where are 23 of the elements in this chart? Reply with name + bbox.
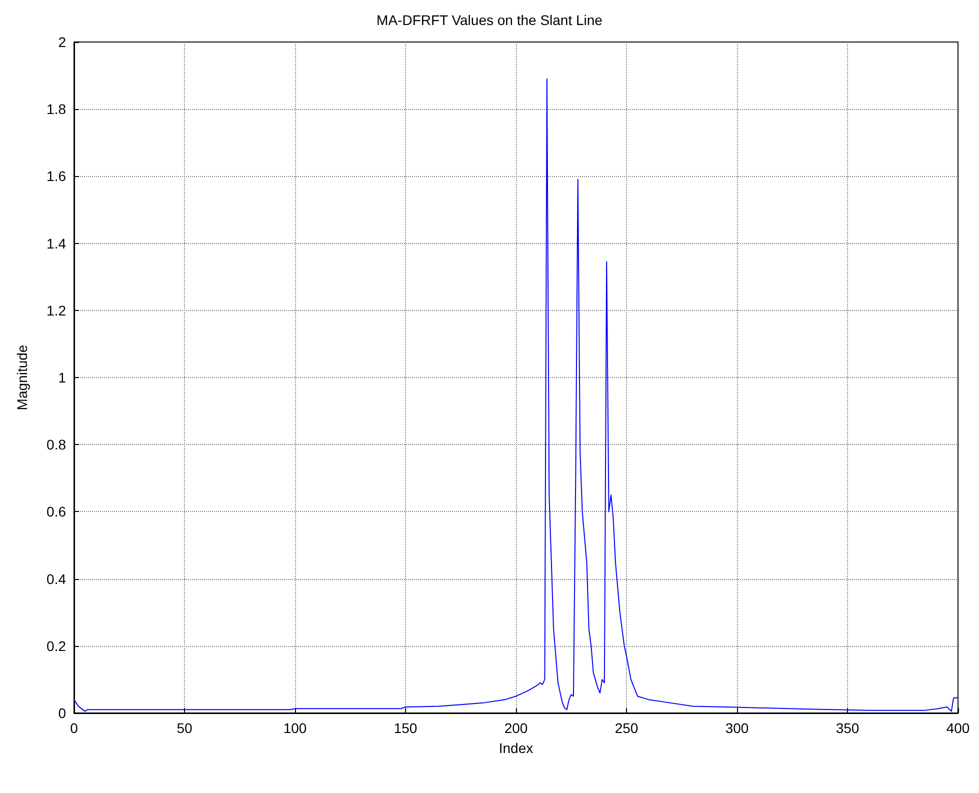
y-tick-label: 1.4 (46, 235, 66, 252)
x-tick-label: 150 (394, 720, 418, 736)
y-tick-label: 2 (58, 34, 66, 50)
y-tick-label: 0.6 (46, 504, 66, 520)
y-tick-label: 1 (58, 370, 66, 386)
y-tick-label: 1.2 (46, 302, 66, 318)
x-tick-label: 100 (283, 720, 307, 736)
x-tick-label: 250 (614, 720, 638, 736)
x-axis-title: Index (498, 740, 534, 756)
y-tick-label: 0.2 (46, 638, 66, 654)
y-tick-label: 0 (58, 705, 66, 721)
x-tick-label: 400 (946, 720, 970, 736)
x-tick-label: 200 (504, 720, 528, 736)
x-tick-label: 50 (176, 720, 192, 736)
y-tick-label: 1.6 (46, 168, 66, 184)
chart-title: MA-DFRFT Values on the Slant Line (376, 12, 603, 28)
x-tick-label: 0 (70, 720, 78, 736)
x-tick-label: 350 (836, 720, 860, 736)
y-axis-title: Magnitude (14, 344, 30, 410)
y-tick-label: 0.8 (46, 436, 66, 453)
y-tick-label: 0.4 (46, 570, 66, 587)
x-tick-label: 300 (725, 720, 749, 736)
y-tick-label: 1.8 (46, 101, 66, 118)
